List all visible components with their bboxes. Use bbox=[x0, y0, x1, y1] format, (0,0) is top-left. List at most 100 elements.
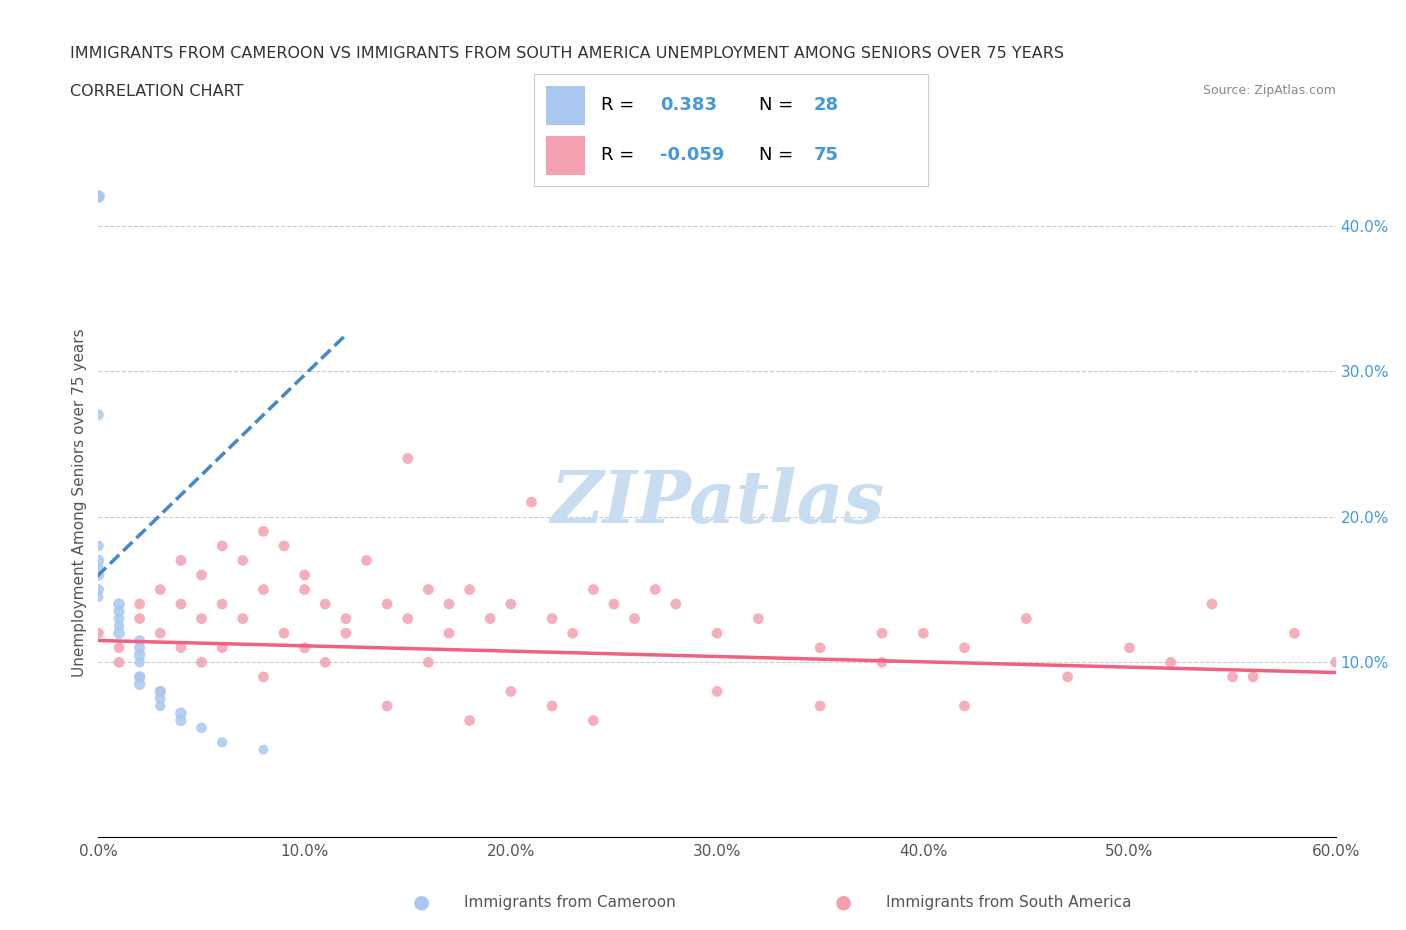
Point bbox=[87, 582, 110, 597]
Point bbox=[170, 553, 193, 568]
Point bbox=[128, 633, 150, 648]
Point bbox=[418, 655, 440, 670]
Point bbox=[149, 684, 172, 698]
Point bbox=[499, 597, 522, 612]
Point bbox=[232, 553, 254, 568]
Point bbox=[1118, 641, 1140, 656]
Point bbox=[335, 626, 357, 641]
Text: 75: 75 bbox=[814, 146, 839, 164]
Point bbox=[375, 597, 398, 612]
Point bbox=[87, 590, 110, 604]
Point bbox=[644, 582, 666, 597]
Point bbox=[87, 189, 110, 204]
Point bbox=[1056, 670, 1078, 684]
Point bbox=[808, 641, 831, 656]
Point bbox=[190, 611, 212, 626]
Point bbox=[1241, 670, 1264, 684]
Point bbox=[170, 706, 193, 721]
Point bbox=[314, 597, 336, 612]
Text: ●: ● bbox=[835, 893, 852, 911]
Point bbox=[108, 641, 131, 656]
Point bbox=[170, 597, 193, 612]
Point bbox=[870, 655, 893, 670]
Text: -0.059: -0.059 bbox=[661, 146, 724, 164]
Point bbox=[541, 611, 564, 626]
Point bbox=[108, 604, 131, 618]
Point bbox=[294, 641, 316, 656]
Text: ZIPatlas: ZIPatlas bbox=[550, 467, 884, 538]
Point bbox=[418, 582, 440, 597]
Point bbox=[108, 655, 131, 670]
Point bbox=[211, 641, 233, 656]
Point bbox=[108, 626, 131, 641]
Point bbox=[458, 713, 481, 728]
Point bbox=[1284, 626, 1306, 641]
Point bbox=[747, 611, 769, 626]
Point bbox=[396, 451, 419, 466]
Point bbox=[108, 611, 131, 626]
Point bbox=[190, 655, 212, 670]
Point bbox=[912, 626, 935, 641]
Point bbox=[128, 655, 150, 670]
Point bbox=[232, 611, 254, 626]
Y-axis label: Unemployment Among Seniors over 75 years: Unemployment Among Seniors over 75 years bbox=[72, 328, 87, 676]
Point bbox=[356, 553, 378, 568]
Point bbox=[665, 597, 688, 612]
Point bbox=[520, 495, 543, 510]
Point bbox=[252, 582, 274, 597]
Point bbox=[582, 713, 605, 728]
Point bbox=[294, 567, 316, 582]
Text: Source: ZipAtlas.com: Source: ZipAtlas.com bbox=[1202, 84, 1336, 97]
Point bbox=[170, 641, 193, 656]
Point bbox=[128, 641, 150, 656]
Text: Immigrants from South America: Immigrants from South America bbox=[886, 895, 1132, 910]
Point bbox=[108, 597, 131, 612]
Point bbox=[294, 582, 316, 597]
Point bbox=[128, 597, 150, 612]
Point bbox=[1015, 611, 1038, 626]
Point bbox=[273, 626, 295, 641]
Text: IMMIGRANTS FROM CAMEROON VS IMMIGRANTS FROM SOUTH AMERICA UNEMPLOYMENT AMONG SEN: IMMIGRANTS FROM CAMEROON VS IMMIGRANTS F… bbox=[70, 46, 1064, 61]
Point bbox=[87, 189, 110, 204]
Point bbox=[1160, 655, 1182, 670]
Point bbox=[870, 626, 893, 641]
Point bbox=[396, 611, 419, 626]
Text: N =: N = bbox=[759, 146, 799, 164]
Point bbox=[335, 611, 357, 626]
Point bbox=[437, 626, 460, 641]
Point bbox=[953, 641, 976, 656]
Point bbox=[953, 698, 976, 713]
Point bbox=[561, 626, 583, 641]
Point bbox=[706, 626, 728, 641]
Point bbox=[437, 597, 460, 612]
Point bbox=[211, 597, 233, 612]
Point bbox=[479, 611, 502, 626]
Point bbox=[87, 567, 110, 582]
Point bbox=[87, 626, 110, 641]
Point bbox=[128, 647, 150, 662]
Point bbox=[170, 713, 193, 728]
Bar bbox=[546, 136, 585, 175]
Text: R =: R = bbox=[602, 96, 640, 113]
Text: N =: N = bbox=[759, 96, 799, 113]
Point bbox=[149, 698, 172, 713]
Point bbox=[128, 670, 150, 684]
Text: Immigrants from Cameroon: Immigrants from Cameroon bbox=[464, 895, 676, 910]
Point bbox=[1324, 655, 1347, 670]
Point bbox=[108, 618, 131, 633]
Point bbox=[128, 611, 150, 626]
Point bbox=[149, 626, 172, 641]
Point bbox=[252, 524, 274, 538]
Point bbox=[149, 684, 172, 698]
Point bbox=[375, 698, 398, 713]
Point bbox=[582, 582, 605, 597]
Point bbox=[273, 538, 295, 553]
Text: ●: ● bbox=[413, 893, 430, 911]
Text: CORRELATION CHART: CORRELATION CHART bbox=[70, 84, 243, 99]
Text: 28: 28 bbox=[814, 96, 839, 113]
Bar bbox=[546, 86, 585, 125]
Text: R =: R = bbox=[602, 146, 640, 164]
Point bbox=[1222, 670, 1244, 684]
Point bbox=[211, 735, 233, 750]
Point bbox=[87, 553, 110, 568]
